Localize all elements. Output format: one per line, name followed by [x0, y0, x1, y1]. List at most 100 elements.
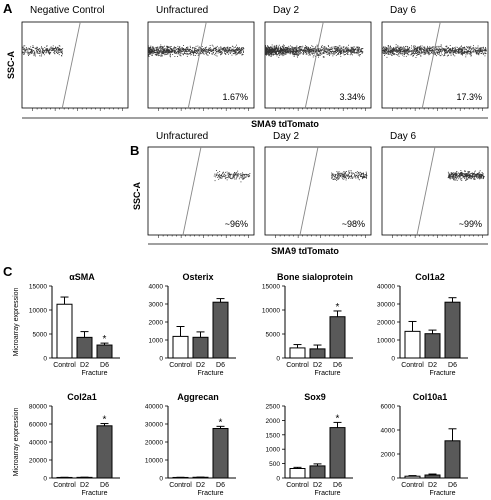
panel-a-plot-title: Day 2 [273, 5, 300, 16]
panel-a-plot-3 [381, 21, 489, 111]
panel-a-plot-frame [264, 21, 372, 109]
panel-a-plot-frame [21, 21, 129, 109]
chart-title: Bone sialoprotein [277, 272, 353, 282]
chart-title: αSMA [69, 272, 95, 282]
error-bar [428, 473, 437, 475]
x-tick-label: D2 [80, 362, 89, 369]
bar-d6 [329, 316, 346, 359]
bar-d6 [96, 344, 113, 359]
panel-b-gate-line [182, 146, 202, 236]
x-tick-label: D6 [216, 362, 225, 369]
bar-chart-4: Col2a1 0 20000 40000 60000 80000 Control D2 * D6F… [13, 392, 120, 497]
significance-star: * [103, 334, 107, 345]
panel-b-axis-ticks [158, 235, 249, 238]
x-tick-label: Control [286, 362, 309, 369]
panel-a-letter: A [3, 1, 13, 16]
panel-b-percent: ~98% [342, 219, 365, 229]
y-axis-label: Microarray expression [13, 407, 20, 476]
y-tick-label: 2500 [266, 404, 281, 411]
panel-a-scatter-dots [148, 44, 245, 58]
error-bar [428, 329, 437, 334]
panel-a-axis-ticks [32, 108, 123, 111]
y-tick-label: 0 [159, 356, 163, 363]
panel-c-letter: C [3, 264, 13, 279]
x-tick-label: D2 [313, 482, 322, 489]
panel-a-scatter-dots [382, 44, 487, 58]
bar-chart-6: Sox9 0 500 1000 1500 2000 2500 Control D2 * D6Frac… [266, 392, 353, 497]
y-tick-label: 0 [276, 476, 280, 483]
y-tick-label: 40000 [145, 404, 163, 411]
error-bar [408, 320, 417, 332]
chart-title: Aggrecan [177, 392, 219, 402]
y-tick-label: 4000 [381, 428, 396, 435]
y-tick-label: 0 [391, 356, 395, 363]
y-tick-label: 80000 [29, 404, 47, 411]
bar-control [289, 347, 306, 359]
panel-a-percent: 1.67% [222, 92, 248, 102]
panel-a-plot-frame [381, 21, 489, 109]
x-group-label: Fracture [429, 370, 455, 377]
y-tick-label: 60000 [29, 422, 47, 429]
panel-a-gate-line [187, 21, 207, 109]
y-tick-label: 2000 [266, 418, 281, 425]
panel-b-y-label: SSC-A [132, 182, 142, 211]
bar-d2 [309, 348, 326, 359]
y-tick-label: 10000 [145, 458, 163, 465]
panel-a-plot-frame [147, 21, 255, 109]
panel-a-y-label: SSC-A [6, 51, 16, 80]
panel-a-plot-title: Unfractured [156, 5, 208, 16]
y-tick-label: 3000 [149, 302, 164, 309]
x-tick-label: D2 [196, 362, 205, 369]
x-group-label: Fracture [197, 370, 223, 377]
bar-control [289, 467, 306, 479]
y-tick-label: 20000 [145, 440, 163, 447]
x-tick-label: D2 [196, 482, 205, 489]
error-bar [176, 326, 185, 337]
x-tick-label: Control [169, 362, 192, 369]
y-tick-label: 30000 [377, 302, 395, 309]
x-tick-label: Control [53, 362, 76, 369]
panel-a-x-label: SMA9 tdTomato [251, 119, 319, 129]
panel-b-plot-title: Day 2 [273, 131, 300, 142]
x-tick-label: Control [169, 482, 192, 489]
bar-d2 [309, 465, 326, 479]
bar-chart-1: Osterix 0 1000 2000 3000 4000 Control D2 D6Fract… [149, 272, 236, 377]
panel-a-scatter-dots [22, 45, 64, 57]
y-tick-label: 10000 [262, 308, 280, 315]
bar-d6 [444, 440, 461, 479]
bar-d6 [212, 428, 229, 479]
y-tick-label: 10000 [377, 338, 395, 345]
panel-a-axis-ticks [275, 108, 366, 111]
significance-star: * [336, 302, 340, 313]
error-bar [313, 344, 322, 349]
panel-b-plot-title: Unfractured [156, 131, 208, 142]
bar-d2 [424, 333, 441, 359]
panel-a-plot-2 [264, 21, 372, 111]
y-tick-label: 1000 [149, 338, 164, 345]
bar-control [172, 335, 189, 359]
panel-a-plot-title: Day 6 [390, 5, 417, 16]
panel-b: B SSC-A SMA9 tdTomato Unfractured ~96% Day… [130, 131, 489, 256]
panel-a-plot-1 [147, 21, 255, 111]
panel-a-gate-line [61, 21, 81, 109]
error-bar [293, 344, 302, 348]
y-tick-label: 15000 [262, 284, 280, 291]
x-tick-label: D2 [80, 482, 89, 489]
error-bar [293, 466, 302, 469]
x-tick-label: D6 [216, 482, 225, 489]
panel-a: A SSC-A SMA9 tdTomato Negative Control Un… [3, 1, 489, 129]
panel-b-gate-line [299, 146, 319, 236]
x-tick-label: D2 [313, 362, 322, 369]
y-tick-label: 30000 [145, 422, 163, 429]
error-bar [448, 428, 457, 441]
bar-d6 [444, 301, 461, 359]
chart-title: Sox9 [304, 392, 326, 402]
y-tick-label: 15000 [29, 284, 47, 291]
x-tick-label: D6 [448, 362, 457, 369]
y-tick-label: 0 [391, 476, 395, 483]
x-tick-label: D6 [333, 482, 342, 489]
bar-d6 [329, 427, 346, 479]
y-tick-label: 0 [159, 476, 163, 483]
